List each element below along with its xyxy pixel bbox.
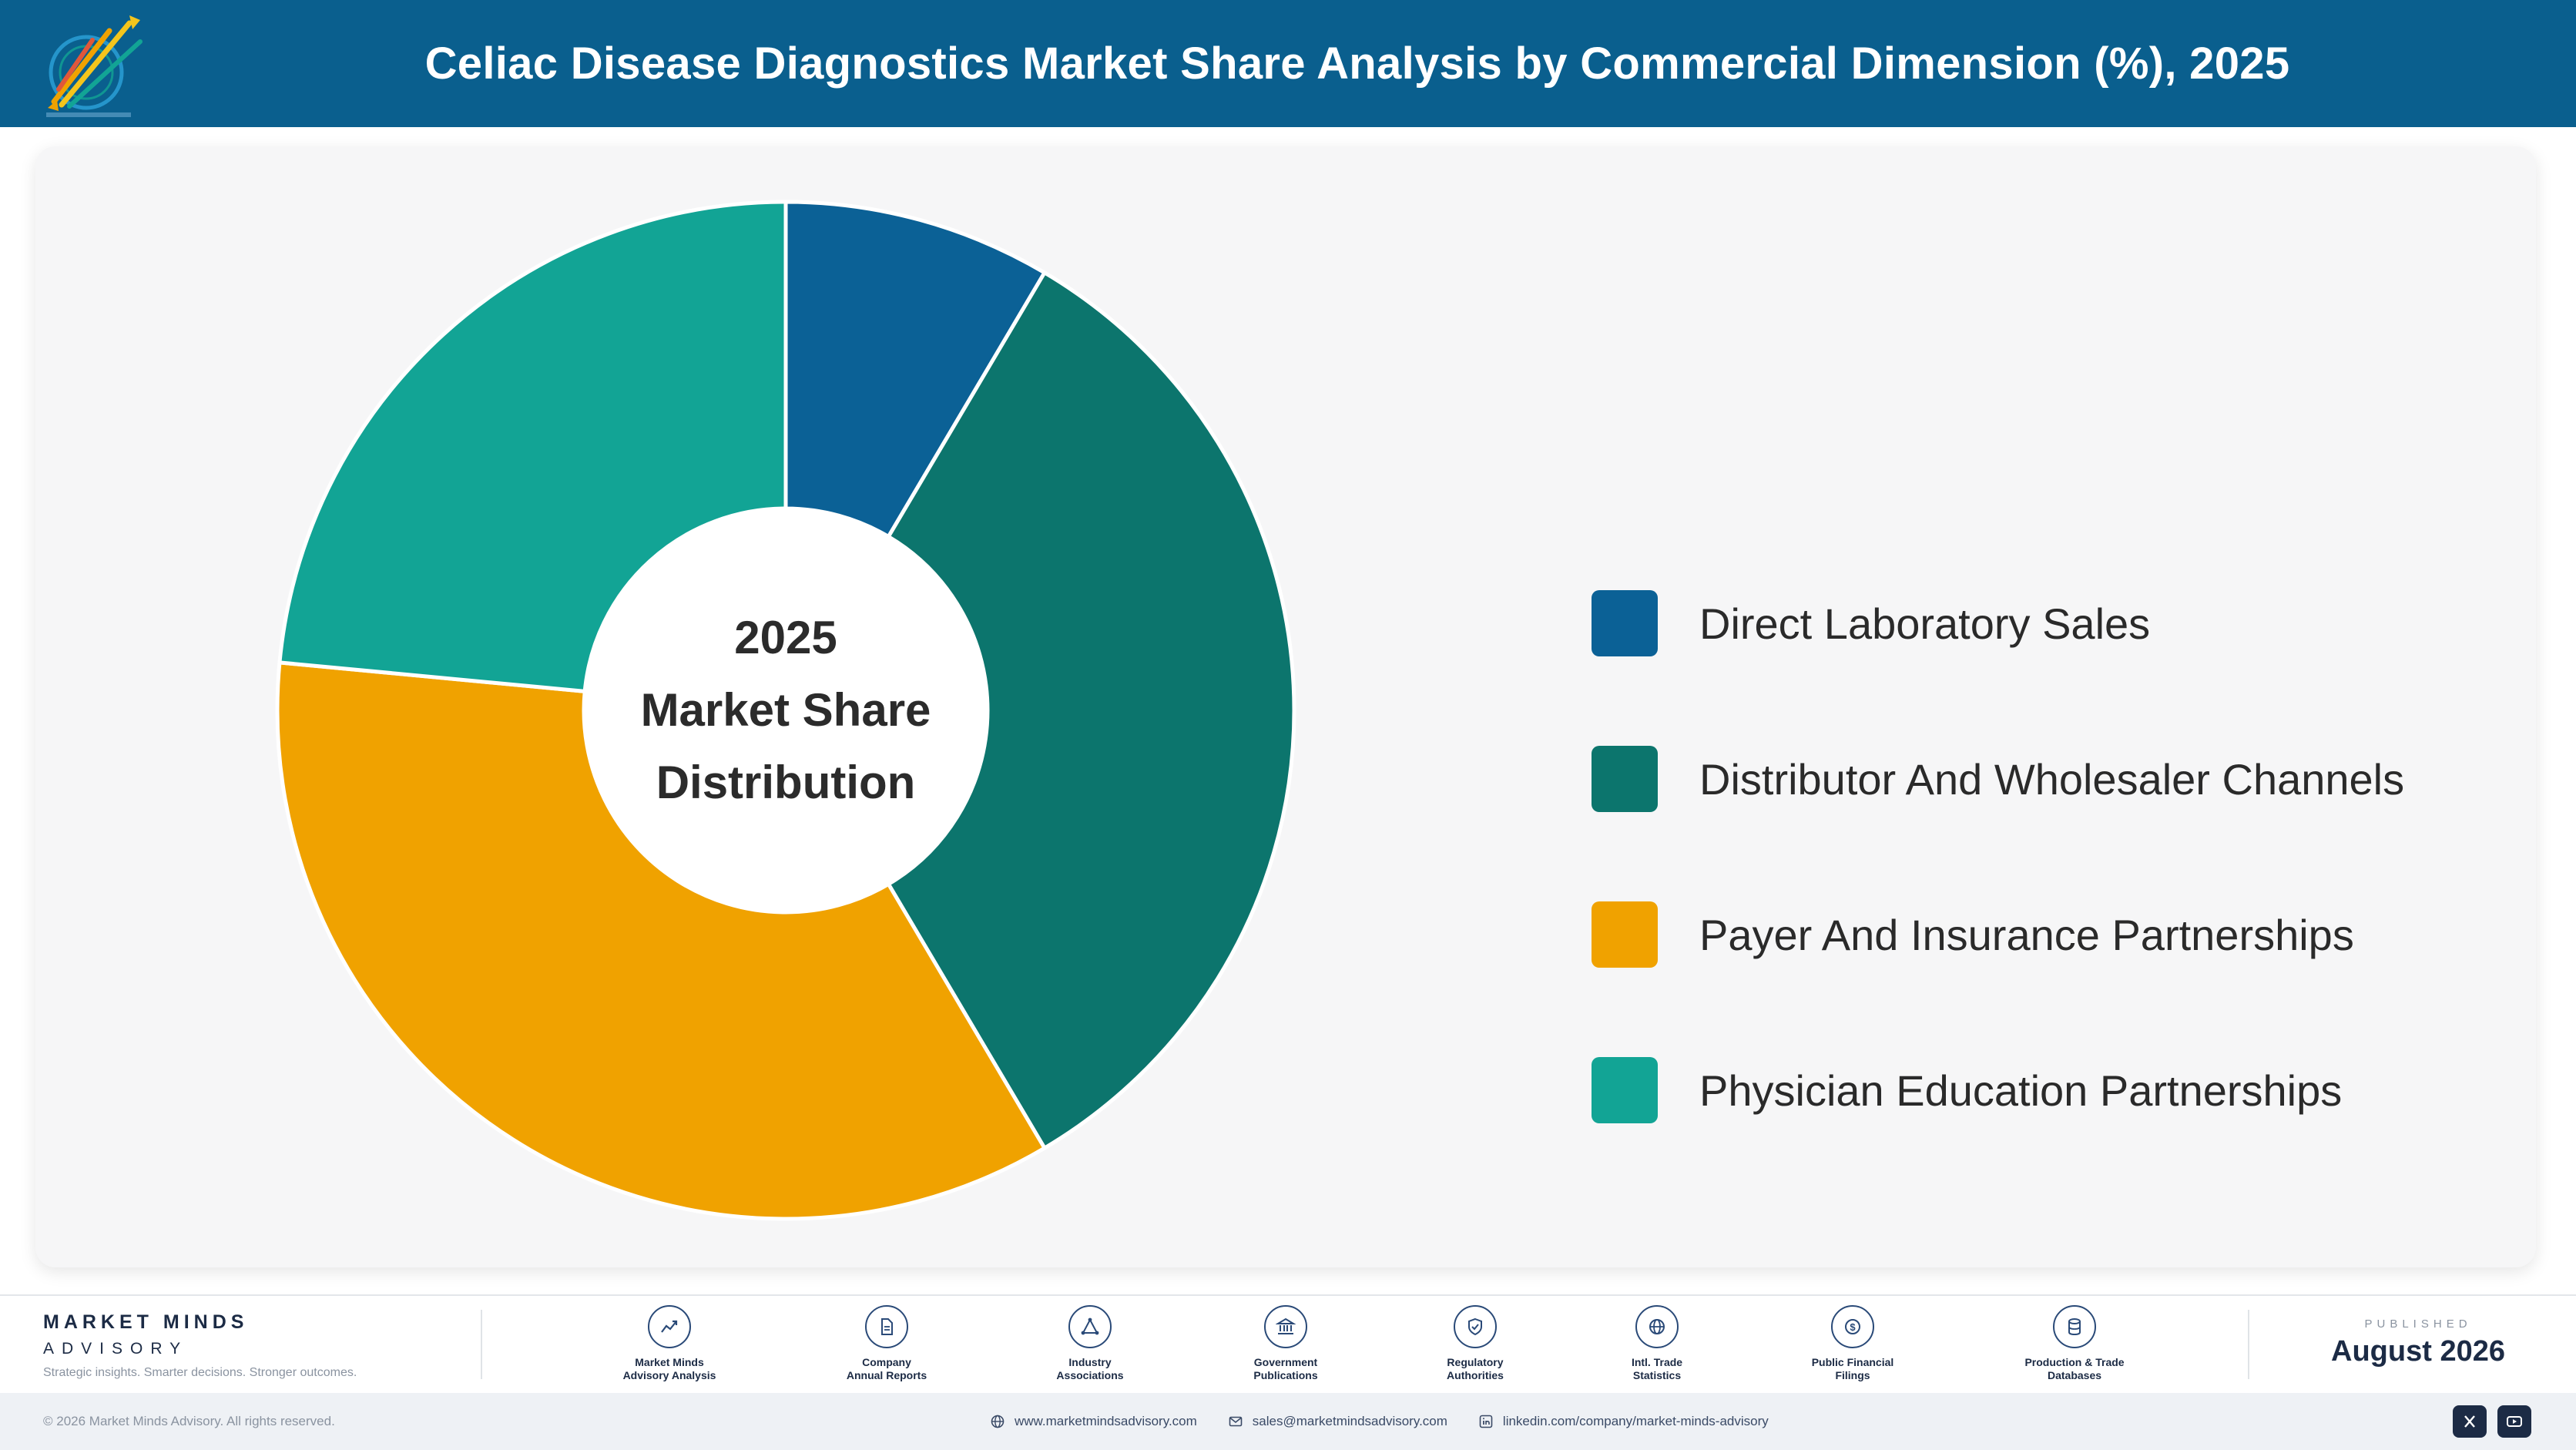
published-date: August 2026 <box>2331 1335 2505 1368</box>
footer-bottom-bar: © 2026 Market Minds Advisory. All rights… <box>0 1393 2576 1450</box>
youtube-icon <box>2507 1416 2522 1427</box>
website-text: www.marketmindsadvisory.com <box>1015 1414 1197 1428</box>
source-label: Public Financial Filings <box>1811 1356 1894 1381</box>
page-title: Celiac Disease Diagnostics Market Share … <box>424 39 2290 89</box>
globe-icon <box>1635 1305 1679 1348</box>
footer-brand: MARKET MINDS ADVISORY Strategic insights… <box>43 1311 357 1380</box>
email-link[interactable]: sales@marketmindsadvisory.com <box>1228 1414 1447 1429</box>
copyright-text: © 2026 Market Minds Advisory. All rights… <box>43 1414 335 1428</box>
footer-sources-bar: MARKET MINDS ADVISORY Strategic insights… <box>0 1294 2576 1393</box>
source-label: Intl. Trade Statistics <box>1631 1356 1683 1381</box>
trend-chart-icon <box>648 1305 691 1348</box>
source-item: Market Minds Advisory Analysis <box>585 1305 754 1382</box>
legend-label: Direct Laboratory Sales <box>1699 599 2151 648</box>
government-building-icon <box>1264 1305 1307 1348</box>
published-block: PUBLISHED August 2026 <box>2331 1317 2505 1368</box>
published-label: PUBLISHED <box>2364 1317 2472 1331</box>
shield-check-icon <box>1454 1305 1497 1348</box>
legend-swatch <box>1592 746 1658 812</box>
linkedin-link[interactable]: linkedin.com/company/market-minds-adviso… <box>1478 1414 1769 1429</box>
source-label: Market Minds Advisory Analysis <box>622 1356 716 1381</box>
legend-label: Payer And Insurance Partnerships <box>1699 910 2354 959</box>
source-label: Regulatory Authorities <box>1447 1356 1504 1381</box>
source-item: Intl. Trade Statistics <box>1572 1305 1742 1382</box>
dollar-coin-icon: $ <box>1831 1305 1874 1348</box>
market-minds-logo <box>46 15 143 117</box>
contact-links: www.marketmindsadvisory.com sales@market… <box>990 1393 1800 1450</box>
legend-label: Physician Education Partnerships <box>1699 1066 2343 1115</box>
footer-divider <box>481 1310 482 1379</box>
mail-icon <box>1229 1416 1243 1427</box>
svg-text:$: $ <box>1850 1321 1856 1333</box>
donut-slice <box>277 200 788 694</box>
header-bar: Celiac Disease Diagnostics Market Share … <box>0 0 2576 127</box>
legend-swatch <box>1592 1057 1658 1123</box>
source-item: $ Public Financial Filings <box>1768 1305 1937 1382</box>
source-item: Production & Trade Databases <box>1990 1305 2159 1382</box>
legend-item: Payer And Insurance Partnerships <box>1592 901 2404 968</box>
youtube-social-button[interactable] <box>2497 1405 2531 1438</box>
legend-item: Distributor And Wholesaler Channels <box>1592 745 2404 813</box>
donut-chart <box>275 200 1296 1221</box>
brand-name: MARKET MINDS <box>43 1311 249 1333</box>
source-item: Government Publications <box>1201 1305 1370 1382</box>
footer-divider <box>2248 1310 2249 1379</box>
donut-slice <box>885 270 1296 1151</box>
database-icon <box>2053 1305 2096 1348</box>
chart-card: 2025 Market Share Distribution Direct La… <box>35 146 2536 1267</box>
donut-slice <box>783 200 1048 539</box>
linkedin-icon <box>1479 1415 1493 1428</box>
legend-swatch <box>1592 901 1658 968</box>
source-label: Industry Associations <box>1056 1356 1124 1381</box>
document-icon <box>865 1305 908 1348</box>
donut-slice <box>275 660 1048 1221</box>
legend-item: Direct Laboratory Sales <box>1592 589 2404 657</box>
brand-tagline: Strategic insights. Smarter decisions. S… <box>43 1366 357 1379</box>
legend-item: Physician Education Partnerships <box>1592 1056 2404 1124</box>
source-label: Company Annual Reports <box>846 1356 927 1381</box>
donut-hole <box>585 510 986 911</box>
legend-swatch <box>1592 590 1658 656</box>
linkedin-text: linkedin.com/company/market-minds-adviso… <box>1502 1414 1769 1428</box>
source-item: Industry Associations <box>1005 1305 1175 1382</box>
center-label-line-year: 2025 <box>734 612 837 663</box>
x-social-button[interactable] <box>2453 1405 2487 1438</box>
network-icon <box>1068 1305 1112 1348</box>
donut-center-label: 2025 Market Share Distribution <box>585 602 986 819</box>
globe-icon <box>991 1415 1005 1428</box>
center-label-line-title: Market Share <box>640 684 931 736</box>
email-text: sales@marketmindsadvisory.com <box>1252 1414 1447 1428</box>
chart-legend: Direct Laboratory Sales Distributor And … <box>1592 589 2404 1212</box>
x-icon <box>2464 1415 2475 1428</box>
center-label-line-subtitle: Distribution <box>656 757 916 808</box>
source-label: Government Publications <box>1253 1356 1318 1381</box>
source-item: Regulatory Authorities <box>1390 1305 1560 1382</box>
source-item: Company Annual Reports <box>802 1305 971 1382</box>
legend-label: Distributor And Wholesaler Channels <box>1699 754 2405 804</box>
source-label: Production & Trade Databases <box>2024 1356 2125 1381</box>
website-link[interactable]: www.marketmindsadvisory.com <box>990 1414 1197 1429</box>
brand-subtitle: ADVISORY <box>43 1340 189 1358</box>
